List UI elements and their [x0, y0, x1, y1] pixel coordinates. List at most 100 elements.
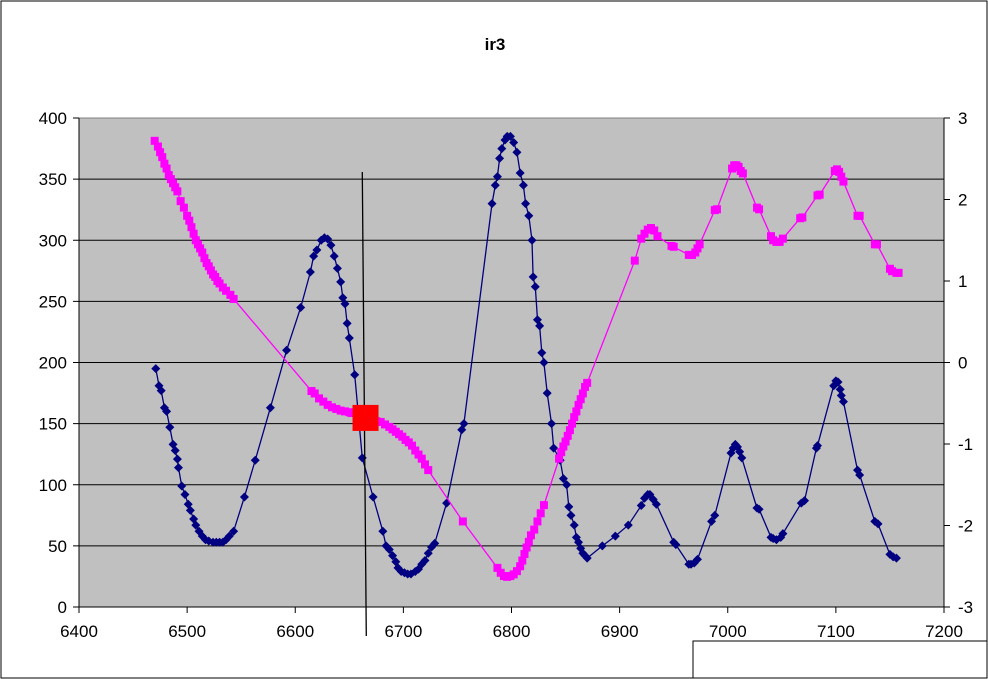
- data-point: [754, 504, 764, 514]
- data-point: [518, 556, 527, 565]
- data-point: [421, 460, 429, 469]
- data-point: [336, 277, 346, 287]
- x-tick-label: 7000: [709, 622, 747, 641]
- data-point: [539, 358, 549, 367]
- data-point: [693, 244, 702, 253]
- x-tick-label: 6900: [601, 622, 639, 641]
- x-tick-label: 6400: [60, 622, 98, 641]
- data-point: [177, 481, 187, 491]
- overlay-box: [692, 640, 988, 679]
- data-point: [636, 501, 646, 511]
- data-point: [229, 526, 239, 536]
- data-point: [495, 153, 505, 163]
- data-point: [524, 211, 534, 221]
- data-point: [459, 419, 469, 429]
- data-point: [226, 290, 235, 299]
- data-point: [528, 272, 538, 282]
- data-point: [164, 171, 173, 180]
- data-point: [891, 553, 901, 563]
- highlight-point: [352, 404, 379, 431]
- data-point: [815, 190, 824, 199]
- data-point: [872, 240, 881, 249]
- y2-tick-label: -3: [958, 598, 973, 617]
- data-point: [562, 480, 572, 490]
- data-point: [559, 442, 568, 451]
- gridlines: [79, 178, 944, 547]
- data-point: [204, 262, 213, 271]
- data-point: [835, 384, 845, 394]
- data-point: [710, 510, 720, 520]
- series-2: [150, 136, 903, 581]
- data-point: [179, 203, 188, 212]
- x-tick-label: 6800: [493, 622, 531, 641]
- data-point: [533, 517, 542, 526]
- data-point: [215, 279, 224, 288]
- data-point: [712, 205, 721, 214]
- data-point: [172, 454, 182, 464]
- data-point: [173, 187, 182, 196]
- data-point: [640, 229, 649, 238]
- data-point: [497, 144, 507, 154]
- data-point: [574, 400, 583, 409]
- data-point: [547, 419, 557, 429]
- data-point: [417, 454, 426, 463]
- data-point: [568, 419, 577, 428]
- x-tick-label: 7200: [925, 622, 963, 641]
- data-point: [509, 137, 519, 147]
- data-point: [305, 267, 315, 277]
- y2-tick-label: 1: [958, 272, 967, 291]
- data-point: [265, 403, 275, 413]
- data-point: [512, 147, 522, 157]
- data-point: [582, 553, 592, 563]
- data-point: [162, 164, 171, 173]
- data-point: [653, 232, 662, 241]
- data-point: [755, 205, 764, 214]
- data-point: [855, 211, 864, 220]
- data-point: [536, 509, 545, 518]
- x-tick-label: 6600: [276, 622, 314, 641]
- data-point: [156, 386, 166, 396]
- data-point: [191, 236, 200, 245]
- data-point: [487, 199, 497, 209]
- data-point: [430, 538, 440, 548]
- data-point: [835, 167, 844, 176]
- y-tick-label: 250: [39, 292, 67, 311]
- data-point: [512, 567, 521, 576]
- data-point: [169, 179, 178, 188]
- data-point: [516, 562, 525, 571]
- y-tick-label: 50: [48, 537, 67, 556]
- data-point: [539, 501, 548, 510]
- series-1: [151, 131, 901, 579]
- data-point: [196, 244, 205, 253]
- data-point: [423, 548, 433, 558]
- data-point: [734, 162, 743, 171]
- data-point: [557, 448, 566, 457]
- data-point: [530, 282, 540, 292]
- data-point: [206, 266, 215, 275]
- data-point: [347, 409, 356, 418]
- data-point: [166, 175, 175, 184]
- data-point: [530, 525, 539, 534]
- data-point: [458, 517, 467, 526]
- data-point: [576, 395, 585, 404]
- data-point: [566, 510, 576, 520]
- data-point: [537, 348, 547, 358]
- data-point: [189, 229, 198, 238]
- y-tick-label: 0: [58, 598, 67, 617]
- data-point: [522, 543, 531, 552]
- data-point: [319, 397, 328, 406]
- data-point: [310, 389, 319, 398]
- data-point: [695, 240, 704, 249]
- data-point: [555, 454, 564, 463]
- data-point: [894, 268, 903, 277]
- data-point: [838, 397, 848, 407]
- data-point: [738, 169, 747, 178]
- series-layer: [150, 131, 903, 581]
- data-point: [388, 551, 398, 561]
- y-tick-label: 100: [39, 476, 67, 495]
- data-point: [669, 242, 678, 251]
- data-point: [424, 466, 433, 475]
- data-point: [565, 426, 574, 435]
- data-point: [332, 404, 341, 413]
